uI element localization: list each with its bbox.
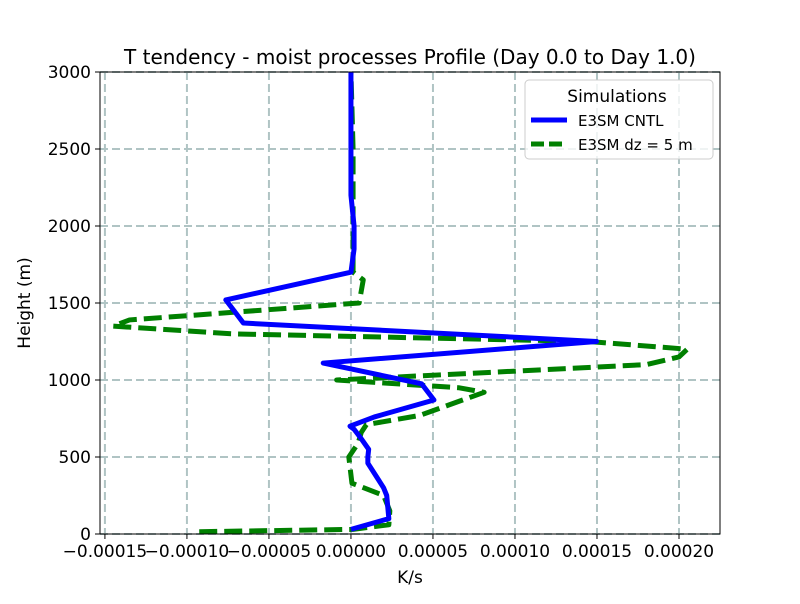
x-tick-label: 0.00005 <box>398 542 468 562</box>
tick-layer: −0.00015−0.00010−0.00005 0.00000 0.00005 0.… <box>48 63 714 562</box>
legend-title: Simulations <box>567 87 667 107</box>
series-layer <box>110 71 690 535</box>
legend: Simulations E3SM CNTL E3SM dz = 5 m <box>524 79 714 160</box>
y-tick-label: 3000 <box>48 63 91 83</box>
x-axis-label: K/s <box>397 568 423 588</box>
x-tick-label: −0.00005 <box>227 542 312 562</box>
x-tick-label: −0.00015 <box>63 542 148 562</box>
legend-label-dz5: E3SM dz = 5 m <box>578 136 693 154</box>
x-tick-label: −0.00010 <box>145 542 230 562</box>
y-tick-label: 2500 <box>48 140 91 160</box>
legend-box <box>524 79 714 160</box>
chart-title: T tendency - moist processes Profile (Da… <box>123 45 696 69</box>
legend-label-cntl: E3SM CNTL <box>578 112 664 130</box>
y-axis-label: Height (m) <box>15 257 35 348</box>
y-tick-label: 0 <box>80 525 91 545</box>
x-tick-label: 0.00020 <box>644 542 714 562</box>
x-tick-label: 0.00015 <box>562 542 632 562</box>
y-tick-label: 500 <box>59 448 91 468</box>
y-tick-label: 1500 <box>48 294 91 314</box>
x-tick-label: 0.00010 <box>480 542 550 562</box>
x-tick-label: 0.00000 <box>316 542 386 562</box>
y-tick-label: 1000 <box>48 371 91 391</box>
series-line-dz5 <box>110 71 690 535</box>
series-line-cntl <box>223 72 599 532</box>
y-tick-label: 2000 <box>48 217 91 237</box>
